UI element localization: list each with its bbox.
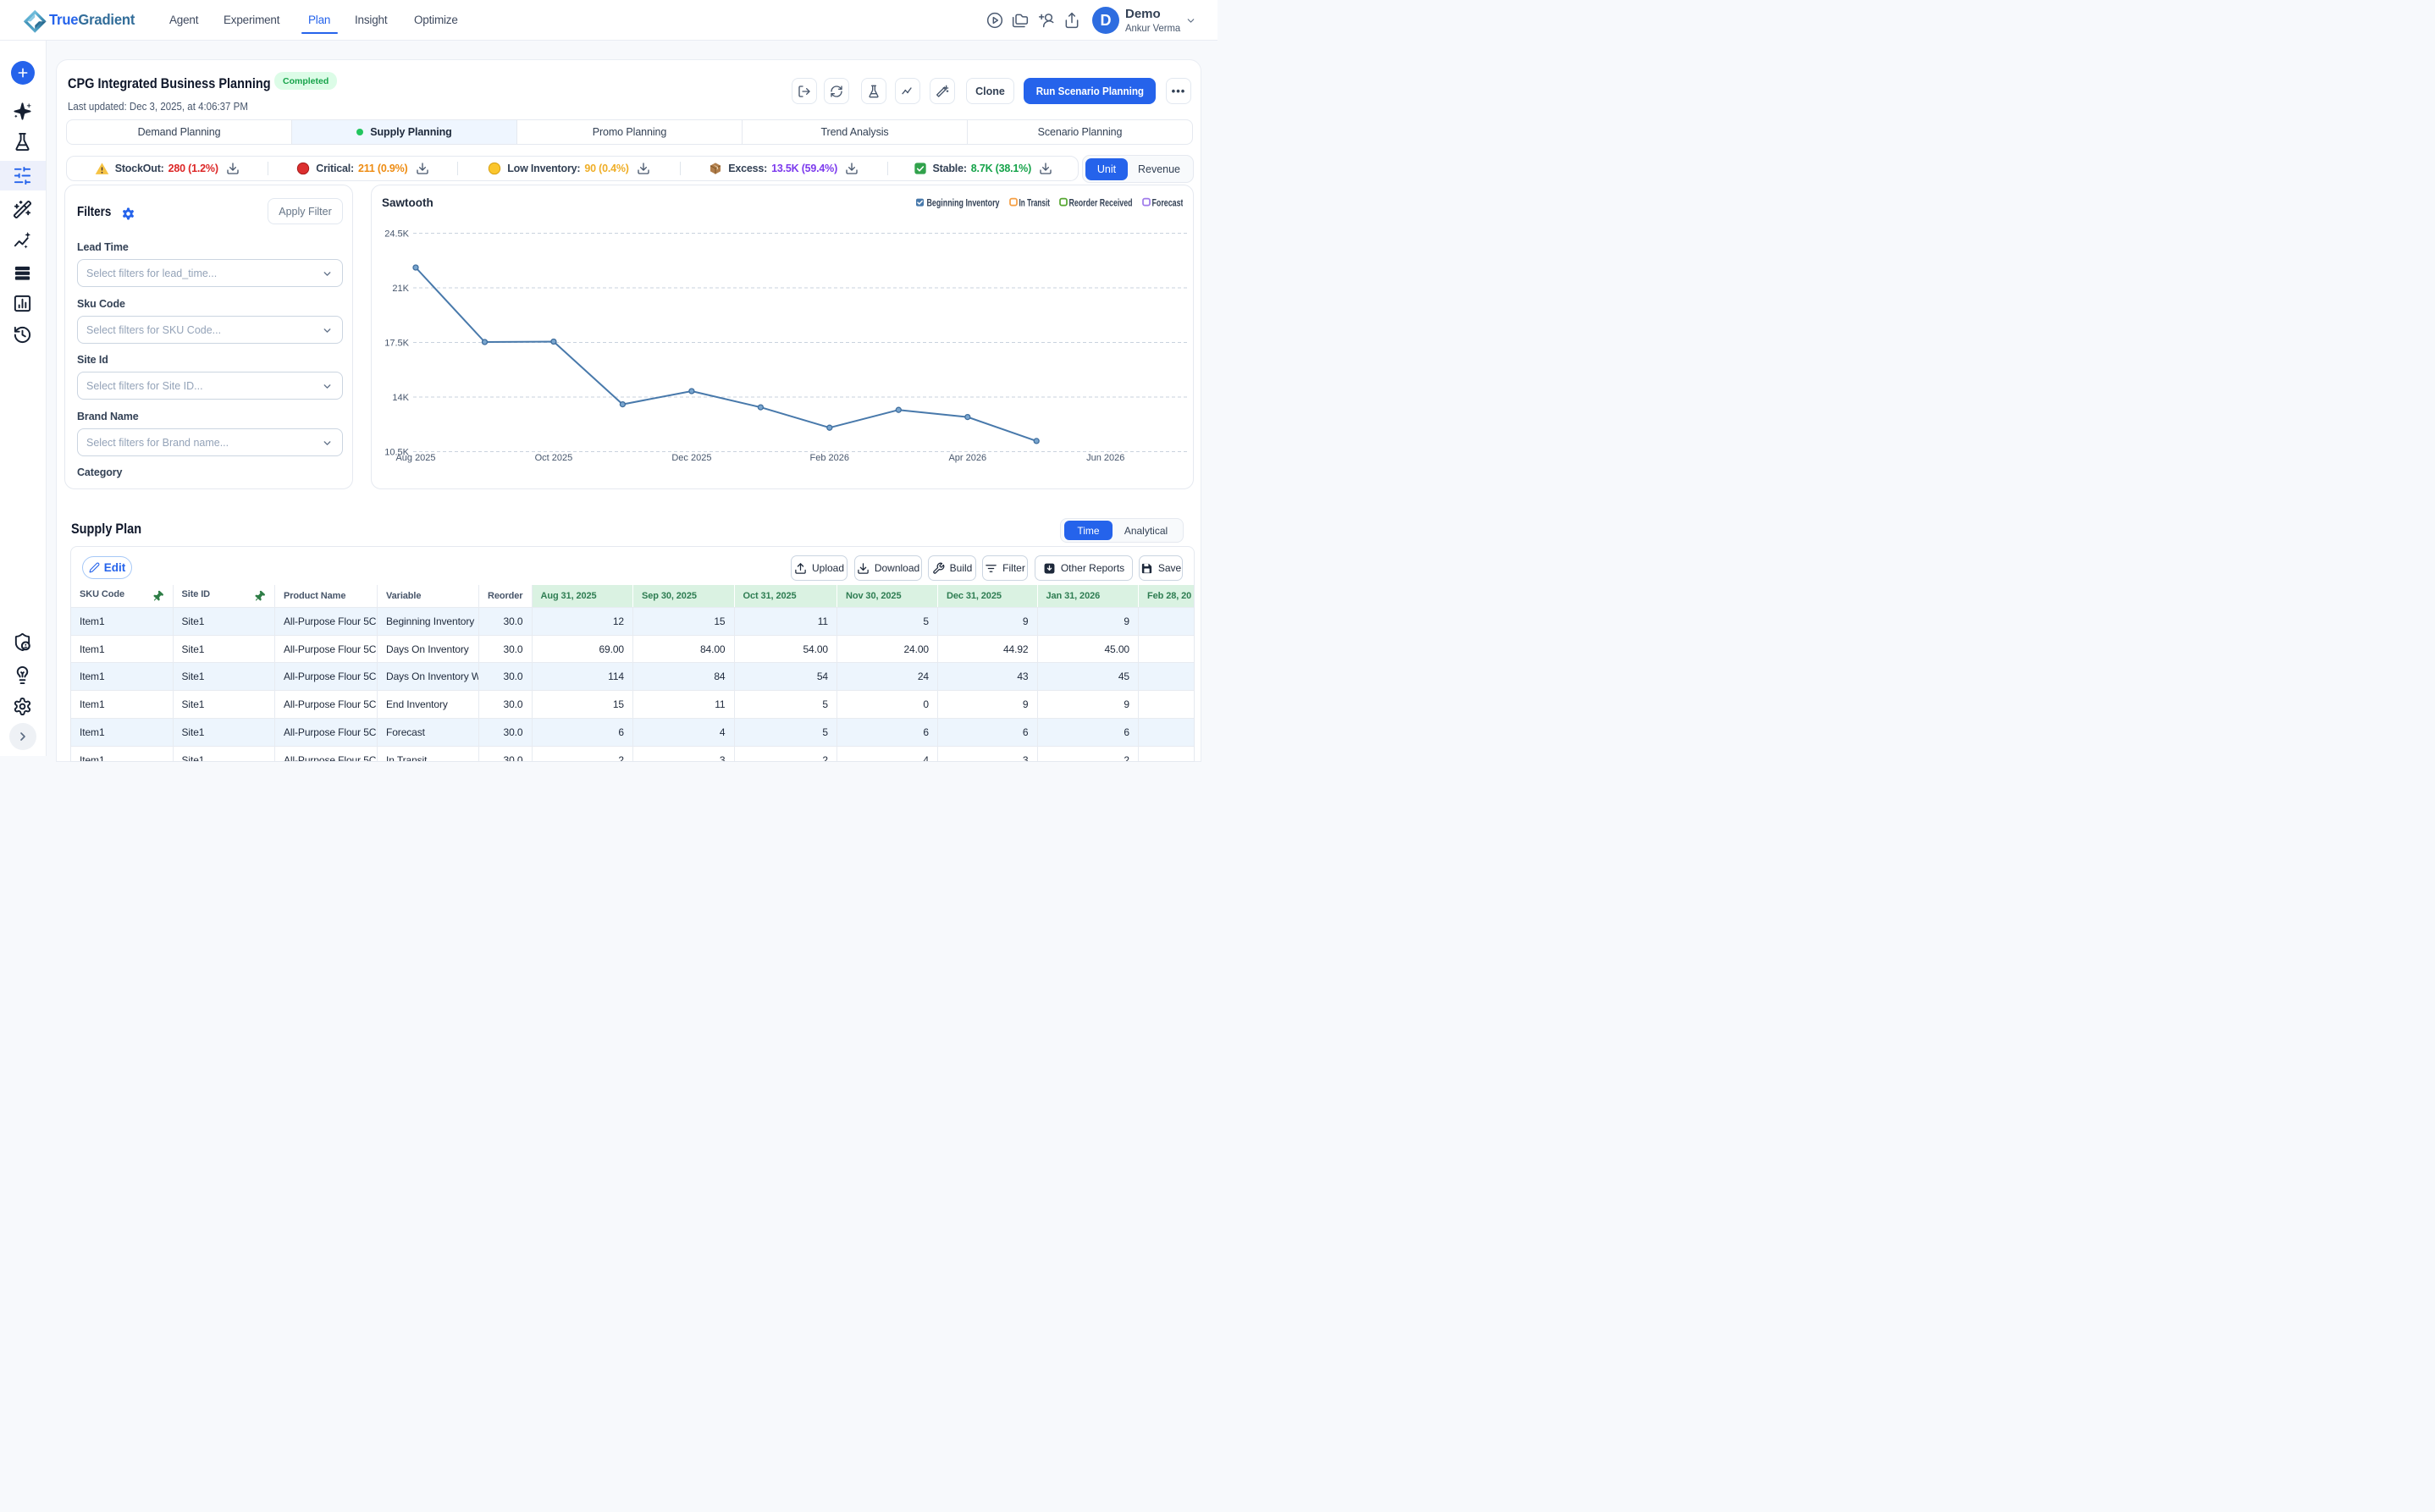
svg-text:In Transit: In Transit xyxy=(1019,196,1051,208)
svg-text:Reorder Received: Reorder Received xyxy=(1069,196,1133,208)
svg-text:Dec 2025: Dec 2025 xyxy=(671,453,711,463)
svg-text:Aug 2025: Aug 2025 xyxy=(395,453,435,463)
svg-text:Jun 2026: Jun 2026 xyxy=(1086,453,1124,463)
svg-text:Feb 2026: Feb 2026 xyxy=(810,453,849,463)
svg-text:21K: 21K xyxy=(392,284,409,294)
svg-text:10.5K: 10.5K xyxy=(384,448,409,458)
svg-text:Apr 2026: Apr 2026 xyxy=(948,453,986,463)
svg-text:24.5K: 24.5K xyxy=(384,229,409,240)
svg-text:17.5K: 17.5K xyxy=(384,339,409,349)
svg-text:Beginning Inventory: Beginning Inventory xyxy=(927,196,1000,208)
svg-text:14K: 14K xyxy=(392,393,409,403)
svg-text:Forecast: Forecast xyxy=(1152,196,1184,208)
svg-text:Oct 2025: Oct 2025 xyxy=(535,453,573,463)
